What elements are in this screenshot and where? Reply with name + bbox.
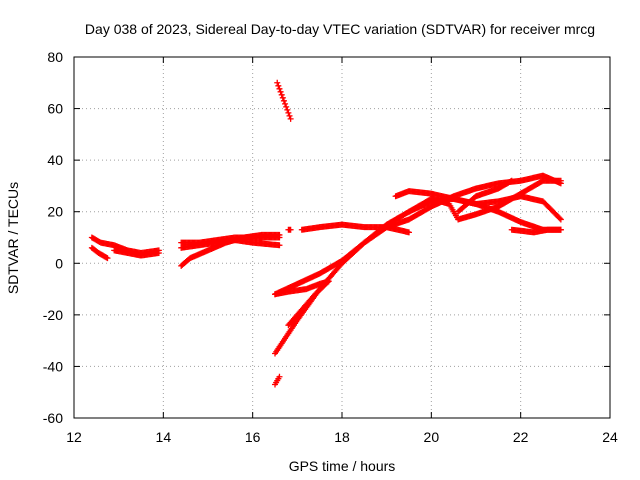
y-tick-label: -40 bbox=[43, 358, 63, 374]
axis-ticks bbox=[73, 56, 611, 419]
x-tick-label: 18 bbox=[334, 429, 350, 445]
data-point-marker bbox=[276, 231, 283, 238]
data-point-marker bbox=[275, 82, 282, 89]
x-tick-label: 12 bbox=[66, 429, 82, 445]
x-tick-label: 22 bbox=[513, 429, 529, 445]
data-point-marker bbox=[104, 255, 111, 262]
x-tick-labels: 12 14 16 18 20 22 24 bbox=[66, 429, 618, 445]
data-point-marker bbox=[276, 373, 283, 380]
data-point-marker bbox=[284, 106, 291, 113]
data-point-marker bbox=[277, 88, 284, 95]
series-arc-q bbox=[455, 177, 515, 215]
data-point-marker bbox=[276, 85, 283, 92]
y-tick-label: -60 bbox=[43, 410, 63, 426]
y-tick-label: 60 bbox=[47, 101, 63, 117]
data-point-marker bbox=[155, 249, 162, 256]
data-point-marker bbox=[287, 226, 294, 233]
data-marks bbox=[88, 79, 564, 388]
y-tick-label: 80 bbox=[47, 49, 63, 65]
data-point-marker bbox=[508, 177, 515, 184]
data-point-marker bbox=[556, 215, 563, 222]
data-point-marker bbox=[287, 115, 294, 122]
data-point-marker bbox=[282, 100, 289, 107]
series-arc-k bbox=[272, 172, 564, 357]
x-tick-label: 16 bbox=[245, 429, 261, 445]
x-tick-label: 24 bbox=[602, 429, 618, 445]
series-arc-h bbox=[272, 373, 283, 388]
series-arc-m bbox=[272, 278, 332, 298]
x-tick-label: 20 bbox=[424, 429, 440, 445]
data-point-marker bbox=[286, 112, 293, 119]
series-arc-b bbox=[88, 244, 111, 262]
series-arc-c bbox=[111, 247, 162, 259]
y-tick-labels: -60 -40 -20 0 20 40 60 80 bbox=[43, 49, 63, 426]
data-point-marker bbox=[283, 103, 290, 110]
series-arc-r bbox=[508, 226, 564, 236]
x-axis-label: GPS time / hours bbox=[289, 458, 396, 474]
series-arc-i bbox=[285, 226, 294, 233]
series-arc-p bbox=[406, 177, 564, 223]
series-arc-f bbox=[178, 231, 283, 269]
data-point-marker bbox=[557, 216, 564, 223]
y-tick-label: 20 bbox=[47, 204, 63, 220]
data-point-marker bbox=[279, 94, 286, 101]
data-point-marker bbox=[276, 242, 283, 249]
y-tick-label: 0 bbox=[55, 255, 63, 271]
data-point-marker bbox=[280, 97, 287, 104]
data-point-marker bbox=[557, 177, 564, 184]
series-arc-g bbox=[274, 79, 294, 122]
data-point-marker bbox=[324, 279, 331, 286]
data-point-marker bbox=[557, 226, 564, 233]
data-point-marker bbox=[285, 109, 292, 116]
x-tick-label: 14 bbox=[156, 429, 172, 445]
series-arc-o bbox=[392, 188, 564, 223]
data-point-marker bbox=[406, 229, 412, 236]
data-point-marker bbox=[325, 278, 332, 285]
data-point-marker bbox=[274, 79, 281, 86]
grid-lines bbox=[74, 57, 610, 418]
series-arc-n bbox=[285, 278, 332, 329]
y-axis-label: SDTVAR / TECUs bbox=[5, 182, 21, 294]
data-point-marker bbox=[278, 91, 285, 98]
y-tick-label: 40 bbox=[47, 152, 63, 168]
y-tick-label: -20 bbox=[43, 307, 63, 323]
chart-title: Day 038 of 2023, Sidereal Day-to-day VTE… bbox=[85, 21, 595, 37]
series-arc-l bbox=[272, 195, 564, 298]
